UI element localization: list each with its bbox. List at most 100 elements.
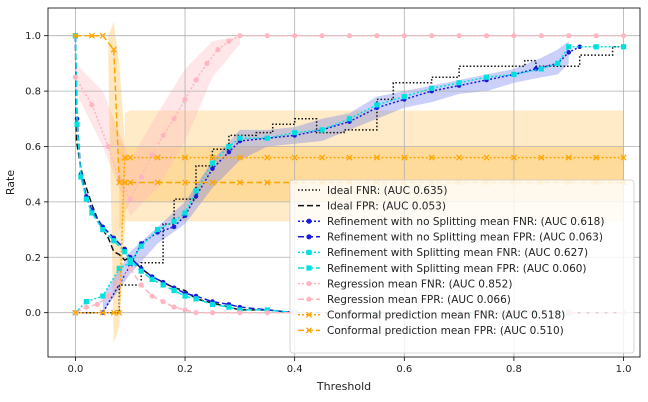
series-2-point-7 — [193, 194, 199, 199]
legend-marker-4 — [306, 249, 312, 255]
series-9-point-4 — [116, 179, 123, 186]
legend-marker-8 — [305, 311, 313, 318]
series-8-point-18 — [483, 154, 490, 161]
series-5-point-7 — [122, 249, 128, 255]
legend-entry-8: Conformal prediction mean FNR: (AUC 0.51… — [298, 310, 565, 322]
x-tick-label-1: 0.2 — [177, 364, 193, 375]
y-tick-label-0: 0.0 — [25, 308, 41, 319]
y-tick-label-2: 0.4 — [25, 197, 41, 208]
series-9-point-0 — [72, 32, 79, 39]
legend-entry-0: Ideal FNR: (AUC 0.635) — [298, 185, 447, 197]
series-9-point-8 — [181, 179, 189, 186]
series-6-point-14 — [237, 33, 243, 39]
series-4-point-1 — [83, 299, 89, 305]
x-tick-label-4: 0.8 — [506, 364, 522, 375]
series-8-point-12 — [319, 154, 326, 161]
series-8-point-2 — [110, 309, 117, 316]
x-tick-label-3: 0.6 — [396, 364, 412, 375]
series-4-point-7 — [171, 218, 177, 224]
series-8-point-1 — [99, 309, 106, 316]
series-4-point-16 — [346, 116, 353, 122]
series-9-point-1 — [88, 32, 95, 39]
series-7-point-8 — [160, 299, 166, 305]
series-4-point-15 — [319, 127, 325, 133]
series-5-point-4 — [89, 210, 95, 216]
legend-entry-4: Refinement with Splitting mean FNR: (AUC… — [298, 247, 588, 259]
series-6-point-1 — [89, 102, 95, 108]
series-6-point-23 — [483, 33, 490, 39]
series-4-point-5 — [138, 243, 144, 249]
legend-marker-2 — [306, 218, 312, 224]
series-7-point-5 — [127, 265, 133, 271]
series-4-point-12 — [237, 135, 243, 141]
series-4-point-8 — [182, 210, 188, 216]
series-line-4 — [74, 46, 624, 314]
series-4-point-13 — [264, 135, 270, 141]
series-5-point-14 — [193, 296, 199, 302]
series-5-point-8 — [127, 257, 133, 263]
legend-entry-7: Regression mean FPR: (AUC 0.066) — [298, 294, 511, 306]
legend-label-0: Ideal FNR: (AUC 0.635) — [327, 185, 447, 197]
series-8-point-5 — [127, 154, 134, 161]
series-8-point-19 — [510, 154, 517, 161]
series-8-point-9 — [236, 154, 243, 161]
series-8-point-23 — [620, 154, 627, 161]
series-8-point-16 — [428, 154, 435, 161]
series-7-point-3 — [105, 293, 111, 299]
series-9-point-6 — [127, 179, 134, 186]
legend-entry-6: Regression mean FNR: (AUC 0.852) — [298, 278, 512, 290]
series-4-point-19 — [429, 85, 435, 91]
y-axis-label: Rate — [4, 170, 17, 195]
series-6 — [72, 33, 627, 202]
series-4-point-14 — [292, 130, 298, 136]
series-4-point-21 — [483, 74, 490, 80]
series-6-point-27 — [593, 33, 599, 39]
series-6-point-18 — [346, 33, 353, 39]
legend-label-5: Refinement with Splitting mean FPR: (AUC… — [327, 263, 587, 275]
series-6-point-12 — [215, 46, 221, 53]
series-9-point-2 — [99, 32, 106, 39]
series-8-point-15 — [401, 154, 408, 161]
legend-entry-3: Refinement with no Splitting mean FPR: (… — [298, 232, 603, 244]
x-tick-label-2: 0.4 — [287, 364, 303, 375]
x-tick-label-0: 0.0 — [67, 364, 83, 375]
series-9-point-11 — [264, 179, 271, 186]
legend-marker-5 — [306, 265, 312, 271]
series-5-point-10 — [149, 276, 155, 283]
series-9-point-9 — [209, 179, 216, 186]
y-tick-label-4: 0.8 — [25, 87, 41, 98]
series-4-point-11 — [226, 143, 232, 150]
series-5-point-18 — [264, 307, 270, 313]
series-8-point-20 — [538, 154, 545, 161]
series-6-point-25 — [538, 33, 544, 39]
series-8-point-21 — [565, 154, 572, 161]
series-9-point-10 — [236, 179, 243, 186]
series-4-point-27 — [620, 44, 627, 50]
series-6-point-17 — [319, 33, 325, 39]
series-7-point-9 — [171, 304, 177, 310]
series-5-point-3 — [83, 196, 89, 202]
series-5-point-11 — [160, 282, 166, 288]
legend-label-2: Refinement with no Splitting mean FNR: (… — [327, 216, 604, 228]
series-line-6 — [74, 34, 624, 201]
series-5-point-12 — [171, 287, 177, 294]
legend-box — [289, 179, 635, 354]
series-5-point-1 — [74, 121, 80, 127]
series-8-point-6 — [154, 154, 161, 161]
series-0 — [75, 46, 624, 314]
series-5-point-6 — [111, 238, 117, 244]
series-4-point-2 — [100, 293, 106, 299]
series-4-point-17 — [374, 102, 380, 108]
series-7-point-7 — [149, 293, 155, 299]
series-2-point-23 — [566, 50, 572, 55]
series-9-point-5 — [121, 179, 128, 186]
series-7-point-6 — [138, 282, 144, 288]
series-6-point-28 — [620, 33, 627, 39]
legend-marker-9 — [305, 327, 313, 334]
series-7-point-10 — [182, 307, 188, 313]
series-6-point-20 — [401, 33, 407, 39]
series-4-point-25 — [566, 44, 572, 50]
series-4-point-26 — [593, 44, 599, 50]
x-axis-label: Threshold — [316, 380, 371, 393]
